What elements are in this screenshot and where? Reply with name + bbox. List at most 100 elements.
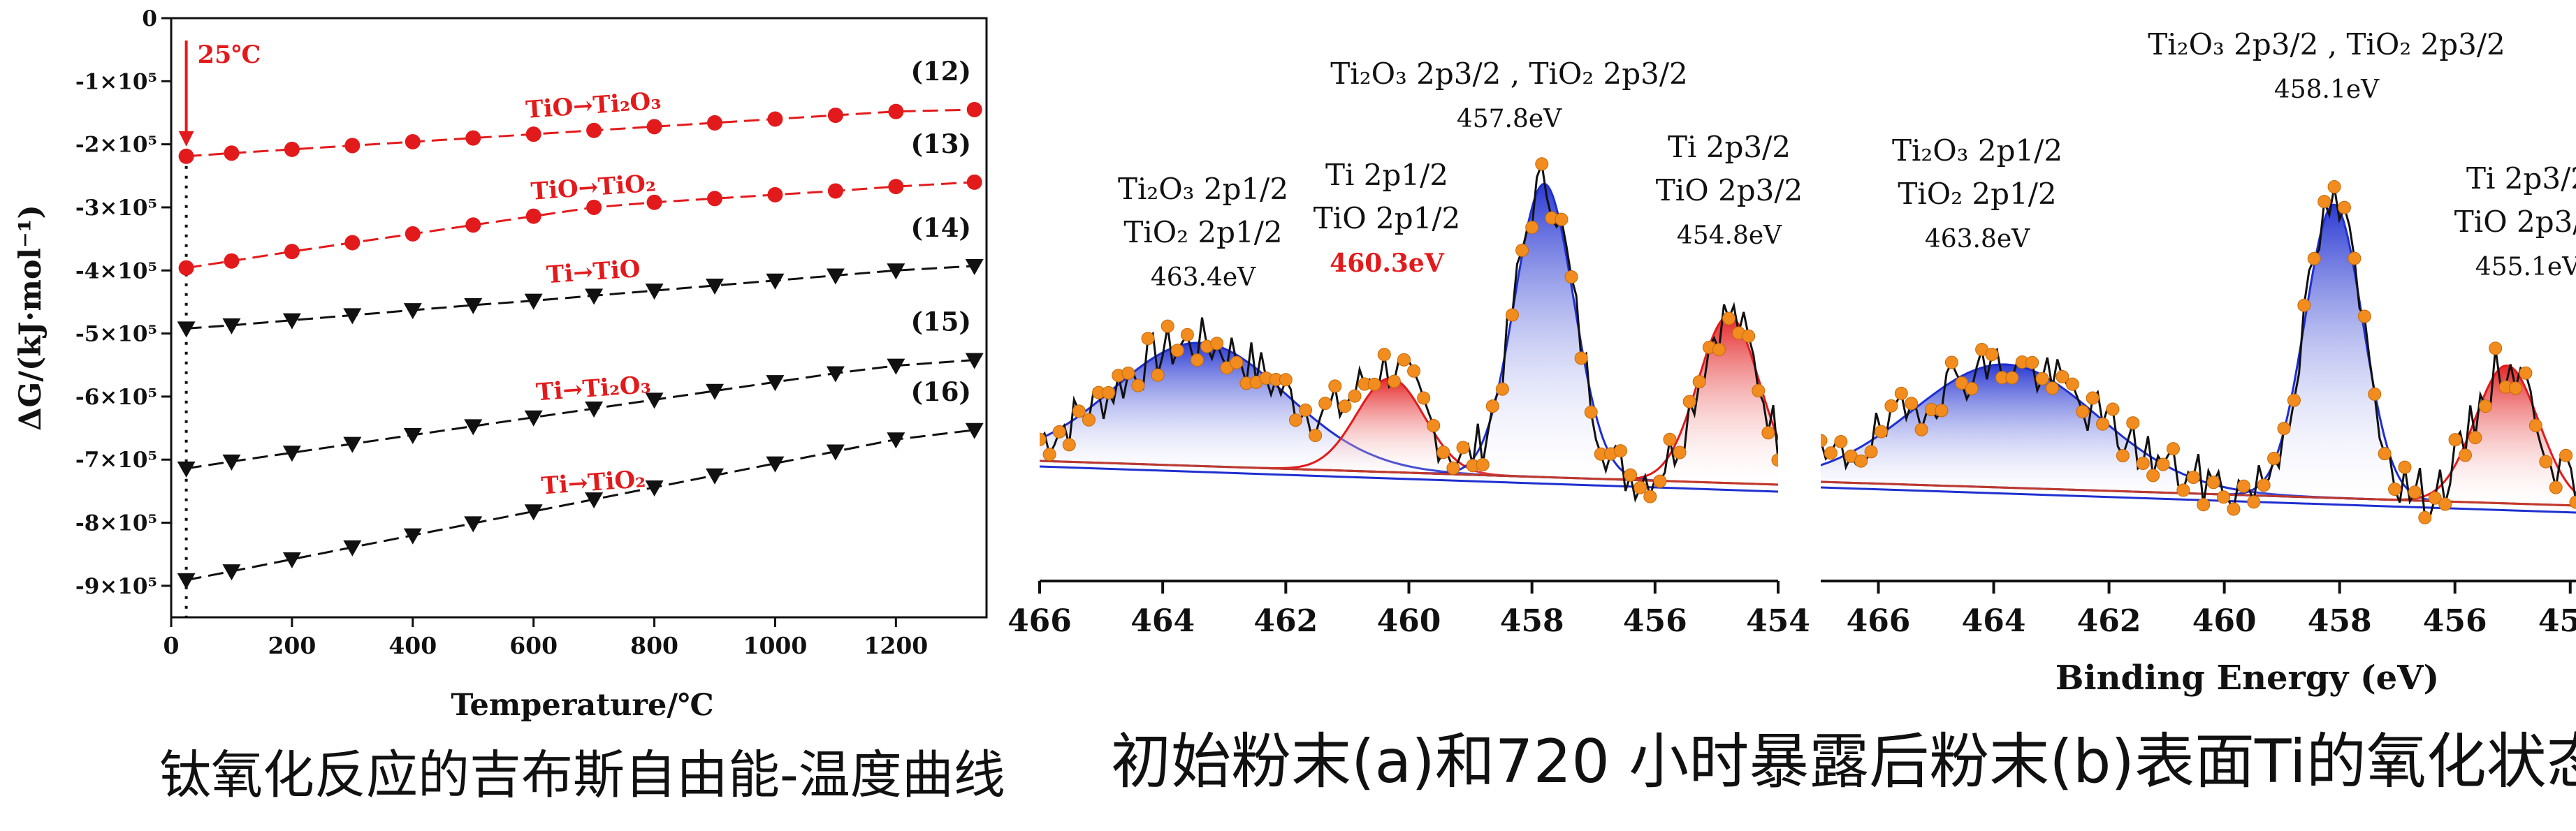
data-point (222, 454, 241, 471)
data-point (586, 122, 602, 138)
data-point (1288, 413, 1302, 427)
data-point (2307, 251, 2321, 265)
series-name-label: Ti→TiO₂ (540, 465, 646, 500)
data-point (1042, 448, 1056, 462)
data-point (1712, 343, 1726, 357)
peak-energy-label: 454.8eV (1677, 221, 1782, 250)
x-tick-label: 454 (1746, 603, 1810, 639)
data-point (1653, 474, 1667, 488)
xps-spectrum-b: 466 464 462 460 458 456 454 Binding Energy (eV)… (1821, 27, 2576, 698)
data-point (2398, 460, 2412, 474)
data-point (1944, 355, 1958, 369)
data-point (1574, 351, 1588, 365)
data-point (1742, 329, 1756, 343)
data-point (2136, 457, 2150, 471)
data-point (1102, 385, 1116, 399)
data-point (965, 353, 984, 369)
data-point (1377, 348, 1391, 362)
peak-energy-label: 463.4eV (1151, 263, 1256, 292)
data-point (1584, 405, 1598, 419)
data-point (282, 552, 301, 568)
data-point (767, 186, 783, 203)
data-point (224, 253, 240, 269)
data-point (1436, 446, 1450, 459)
data-point (1367, 377, 1381, 391)
data-point (2025, 355, 2039, 369)
data-point (887, 432, 905, 449)
data-point (1160, 319, 1174, 333)
data-point (2287, 393, 2301, 407)
y-tick-label: -2×10⁵ (75, 133, 157, 158)
data-point (343, 436, 362, 453)
data-point (177, 321, 196, 338)
data-point (965, 258, 984, 275)
data-point (1348, 389, 1362, 403)
data-point (1170, 344, 1184, 358)
data-point (2388, 482, 2402, 496)
data-point (585, 492, 604, 509)
y-tick-label: -3×10⁵ (75, 196, 157, 221)
data-point (2317, 195, 2331, 209)
y-tick-label: -9×10⁵ (75, 574, 157, 599)
x-tick-label: 460 (1377, 603, 1441, 639)
data-point (1834, 434, 1848, 448)
data-point (2156, 457, 2170, 471)
data-point (1965, 381, 1979, 395)
data-point (1824, 446, 1838, 460)
raw-spectrum (1821, 186, 2576, 520)
data-point (403, 303, 422, 320)
series-name-label: TiO→Ti₂O₃ (525, 87, 662, 124)
data-point (1515, 243, 1529, 257)
x-tick-label: 454 (2538, 603, 2576, 639)
data-point (2065, 377, 2079, 391)
data-point (1752, 383, 1766, 397)
data-point (826, 268, 845, 285)
data-point (2186, 471, 2200, 485)
data-point (1397, 353, 1411, 367)
data-point (1476, 457, 1490, 471)
data-point (1884, 399, 1898, 413)
data-point (1692, 375, 1706, 389)
x-tick-label: 458 (1500, 603, 1564, 639)
data-point (464, 419, 483, 436)
data-point (2549, 480, 2563, 494)
data-point (707, 191, 722, 207)
data-point (585, 402, 604, 418)
equation-number: (16) (910, 376, 971, 407)
fitted-peak (2217, 203, 2450, 503)
data-point (403, 427, 422, 444)
x-tick-label: 464 (1130, 603, 1195, 639)
data-point (585, 288, 604, 305)
x-tick-label: 1000 (743, 632, 808, 659)
data-point (1121, 366, 1135, 380)
data-point (2448, 433, 2462, 447)
x-tick-label: 0 (163, 632, 180, 659)
series-line (186, 181, 975, 270)
x-axis-label: Temperature/℃ (451, 688, 713, 723)
y-tick-label: -8×10⁵ (75, 511, 157, 536)
data-point (343, 308, 362, 325)
data-point (2539, 455, 2553, 469)
data-point (2357, 309, 2371, 323)
data-point (2116, 449, 2130, 463)
plot-frame (170, 17, 988, 619)
data-point (2458, 448, 2472, 462)
x-tick-label: 400 (388, 632, 437, 659)
data-point (1663, 432, 1677, 446)
data-point (766, 456, 785, 473)
data-point (177, 461, 196, 478)
data-point (282, 446, 301, 462)
data-point (2267, 452, 2281, 466)
peak-energy-label: 463.8eV (1925, 225, 2030, 253)
gibbs-energy-chart: 0 200 400 600 800 1000 1200 0 -1×10⁵ -2×10⁵ -3×10⁵… (13, 6, 988, 723)
series-line (186, 108, 975, 158)
data-point (2528, 418, 2542, 432)
data-point (1821, 434, 1828, 448)
data-point (1318, 397, 1332, 411)
peak-energy-label: 458.1eV (2274, 75, 2380, 104)
data-point (2096, 417, 2110, 431)
data-point (2035, 372, 2049, 385)
x-tick-label: 466 (1007, 603, 1072, 639)
data-point (1935, 404, 1949, 418)
